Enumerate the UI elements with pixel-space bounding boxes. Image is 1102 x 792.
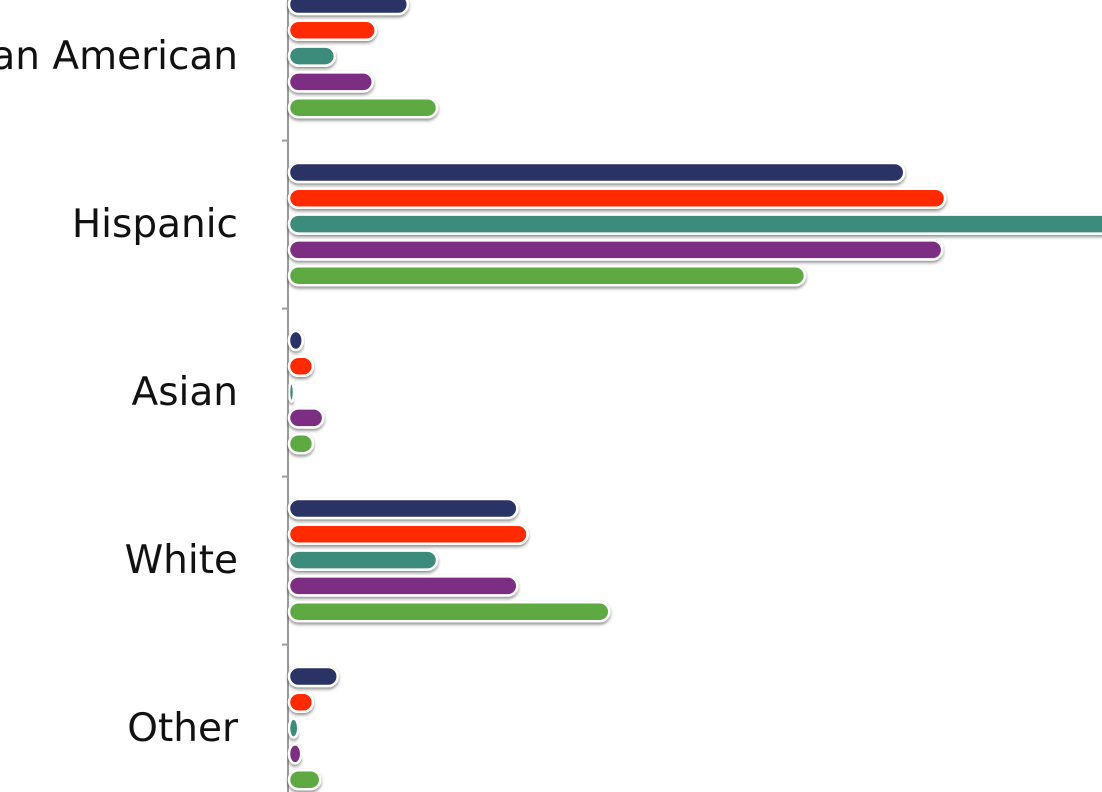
bar-series-5-white	[287, 600, 611, 623]
category-labels: African American Hispanic Asian White Other	[0, 34, 239, 751]
bar-series-2-hispanic	[287, 187, 947, 210]
bar-series-1-asian	[287, 329, 304, 352]
bar-series-1-hispanic	[287, 161, 906, 184]
bar-series-3-other	[287, 717, 300, 739]
category-label: White	[125, 538, 238, 583]
bar-series-1-other	[287, 665, 339, 688]
category-label: Asian	[132, 370, 238, 415]
bar-series-5-other	[287, 768, 322, 791]
bar-series-5-asian	[287, 432, 315, 455]
bar-series-3-asian	[287, 381, 296, 403]
bar-series-group	[287, 0, 1102, 791]
bar-series-5-hispanic	[287, 264, 807, 287]
category-label: Hispanic	[72, 202, 238, 247]
bar-series-4-other	[287, 743, 303, 765]
bar-series-3-hispanic	[287, 213, 1102, 235]
category-label: African American	[0, 34, 238, 79]
bar-series-1-white	[287, 497, 519, 520]
bar-series-4-hispanic	[287, 239, 944, 261]
bar-series-4-asian	[287, 407, 325, 429]
bar-series-2-asian	[287, 355, 315, 378]
bar-series-2-other	[287, 691, 315, 714]
bar-series-3-african-american	[287, 45, 337, 67]
bar-series-5-african-american	[287, 96, 439, 119]
bar-series-2-white	[287, 523, 529, 546]
bar-series-3-white	[287, 549, 439, 571]
bar-series-4-white	[287, 575, 519, 597]
category-label: Other	[127, 706, 239, 751]
bar-series-4-african-american	[287, 71, 375, 93]
bar-series-2-african-american	[287, 19, 377, 42]
bar-series-1-african-american	[287, 0, 410, 16]
y-axis	[282, 0, 289, 792]
